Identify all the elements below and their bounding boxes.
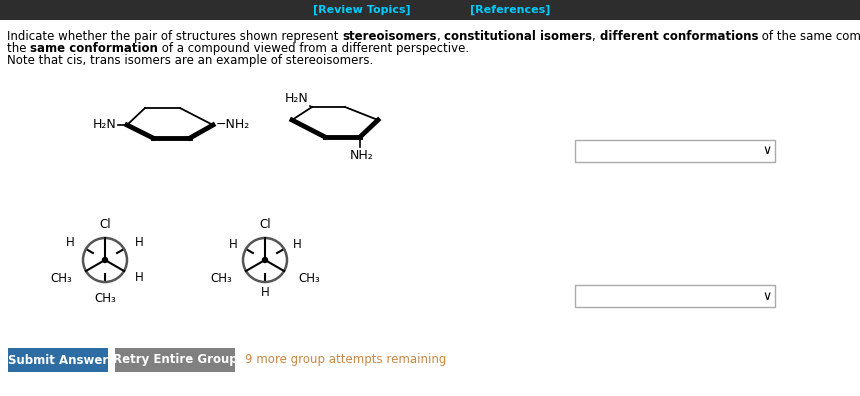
Text: H: H [261, 286, 269, 299]
Text: H: H [292, 238, 302, 251]
FancyBboxPatch shape [575, 140, 775, 162]
Text: Retry Entire Group: Retry Entire Group [113, 354, 237, 367]
Text: H₂N: H₂N [93, 118, 117, 131]
Circle shape [262, 257, 267, 263]
Text: 9 more group attempts remaining: 9 more group attempts remaining [245, 354, 446, 367]
Text: Submit Answer: Submit Answer [8, 354, 108, 367]
Text: H: H [66, 236, 75, 249]
Text: CH₃: CH₃ [298, 272, 320, 286]
Text: [Review Topics]: [Review Topics] [313, 5, 411, 15]
FancyBboxPatch shape [575, 285, 775, 307]
Text: −NH₂: −NH₂ [216, 118, 250, 131]
Text: CH₃: CH₃ [211, 272, 232, 286]
FancyBboxPatch shape [115, 348, 235, 372]
Text: Indicate whether the pair of structures shown represent: Indicate whether the pair of structures … [7, 30, 342, 43]
Text: CH₃: CH₃ [94, 291, 116, 305]
Text: H₂N: H₂N [286, 92, 309, 105]
Text: Cl: Cl [259, 219, 271, 232]
Text: Cl: Cl [99, 219, 111, 232]
Text: H: H [229, 238, 237, 251]
Text: of a compound viewed from a different perspective.: of a compound viewed from a different pe… [158, 42, 470, 55]
Text: H: H [135, 271, 144, 284]
Text: constitutional isomers: constitutional isomers [445, 30, 593, 43]
FancyBboxPatch shape [0, 0, 860, 20]
Text: ∨: ∨ [763, 145, 771, 158]
FancyBboxPatch shape [8, 348, 108, 372]
Text: Note that cis, trans isomers are an example of stereoisomers.: Note that cis, trans isomers are an exam… [7, 54, 373, 67]
Text: the: the [7, 42, 30, 55]
Text: [References]: [References] [470, 5, 550, 15]
Circle shape [102, 257, 108, 263]
Text: NH₂: NH₂ [350, 149, 374, 162]
Text: same conformation: same conformation [30, 42, 158, 55]
Text: different conformations: different conformations [599, 30, 759, 43]
Text: ,: , [437, 30, 445, 43]
Text: CH₃: CH₃ [51, 272, 72, 286]
Text: ,: , [593, 30, 599, 43]
Text: of the same compound, or: of the same compound, or [759, 30, 860, 43]
Text: H: H [135, 236, 144, 249]
Text: stereoisomers: stereoisomers [342, 30, 437, 43]
Text: ∨: ∨ [763, 289, 771, 303]
